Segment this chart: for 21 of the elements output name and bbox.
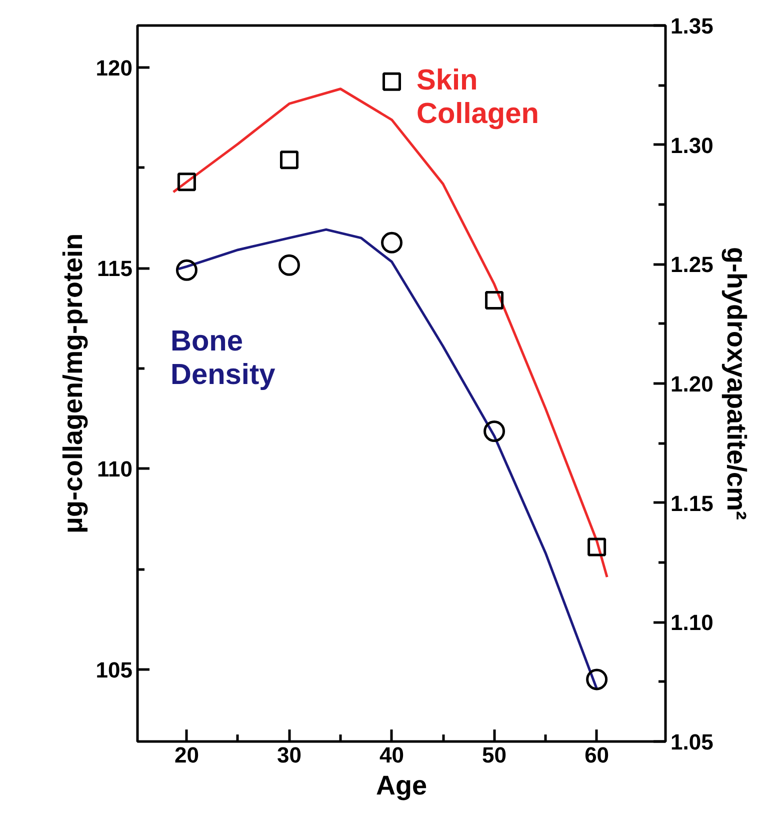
y2-tick-label: 1.15 [670,490,714,516]
series-label: Bone Density [170,325,276,391]
y2-tick-label: 1.20 [670,372,714,396]
y-tick-label: 105 [96,657,133,682]
y2-tick-label: 1.05 [670,730,714,754]
x-tick-label: 20 [174,742,199,768]
x-tick-label: 40 [380,742,404,768]
y2-tick-label: 1.35 [670,14,714,38]
y2-axis-title: g-hydroxyapatite/cm² [721,246,752,520]
y-axis-title: μg-collagen/mg-protein [58,233,88,534]
x-tick-label: 50 [482,742,507,768]
series-label: Skin Collagen [416,64,539,130]
y2-tick-label: 1.10 [670,610,714,636]
y-tick-label: 115 [97,256,133,282]
y2-tick-label: 1.30 [670,132,714,158]
y-tick-label: 120 [96,56,133,81]
y-tick-label: 110 [97,456,133,482]
x-tick-label: 30 [277,742,302,768]
x-tick-label: 60 [584,742,610,768]
x-axis-title: Age [376,770,428,800]
y2-tick-label: 1.25 [670,252,714,278]
